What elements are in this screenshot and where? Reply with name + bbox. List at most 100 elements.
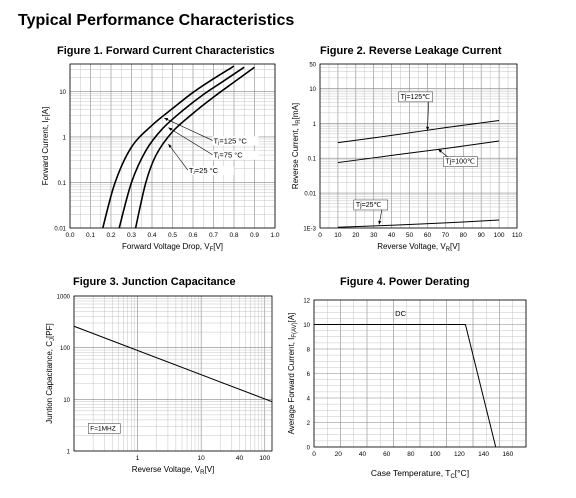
y-tick-label: 10 bbox=[63, 398, 70, 404]
y-tick-label: 1E-3 bbox=[303, 227, 316, 233]
chart-fig1: 0.0 0.1 0.2 0.3 0.4 0.5 0.6 0.7 0.8 0.9 1.0 0.01 0.1… bbox=[54, 63, 280, 239]
series-line-3 bbox=[134, 66, 255, 229]
x-tick-label: 60 bbox=[383, 451, 391, 458]
annotation-leader bbox=[164, 117, 213, 141]
annotation-leader bbox=[427, 101, 429, 131]
annotation-box bbox=[443, 156, 478, 167]
y-tick-label: 100 bbox=[60, 346, 71, 352]
x-tick-label: 20 bbox=[352, 232, 360, 239]
x-axis-label: Reverse Voltage, VR[V] bbox=[377, 242, 460, 253]
annotation-box bbox=[398, 91, 433, 103]
x-tick-label: 0 bbox=[312, 451, 316, 458]
x-tick-label: 0.5 bbox=[168, 232, 177, 239]
x-tick-label: 40 bbox=[236, 455, 244, 462]
x-tick-label: 100 bbox=[430, 451, 441, 458]
x-tick-label: 0.0 bbox=[65, 232, 74, 239]
y-tick-label: 6 bbox=[307, 372, 311, 378]
series-annotation: Tⱼ=125 °C bbox=[214, 136, 248, 145]
annotation-leader bbox=[168, 143, 189, 171]
figure-2-title: Figure 2. Reverse Leakage Current bbox=[320, 45, 502, 57]
x-tick-label: 70 bbox=[442, 232, 450, 239]
annotation-arrowhead bbox=[438, 149, 443, 153]
x-tick-label: 100 bbox=[259, 455, 270, 462]
y-axis-label: Forward Current, IF[A] bbox=[41, 107, 52, 185]
x-tick-label: 0.1 bbox=[86, 232, 95, 239]
x-tick-label: 110 bbox=[512, 232, 523, 239]
annotation-bg bbox=[187, 166, 234, 176]
series-line-1 bbox=[73, 325, 273, 403]
y-tick-label: 4 bbox=[307, 397, 311, 403]
annotation-arrowhead bbox=[168, 127, 173, 131]
x-tick-label: 1 bbox=[136, 455, 140, 462]
annotation-leader bbox=[168, 127, 213, 155]
y-tick-label: 0.1 bbox=[58, 181, 67, 187]
series-annotation: Tⱼ=75 °C bbox=[214, 151, 244, 160]
x-tick-label: 90 bbox=[478, 232, 486, 239]
annotation-arrowhead bbox=[426, 126, 430, 131]
chart-fig3: 1 10 40 100 1 10 100 1000 F=1MHZ bbox=[57, 295, 273, 462]
x-tick-label: 160 bbox=[502, 451, 513, 458]
x-tick-label: 0 bbox=[318, 232, 322, 239]
y-axis-label: Juntion Capacitance, CJ[PF] bbox=[45, 323, 56, 423]
x-tick-label: 80 bbox=[460, 232, 468, 239]
series-line-1 bbox=[314, 324, 497, 448]
y-tick-label: 1000 bbox=[57, 295, 71, 301]
plot-frame bbox=[319, 63, 518, 229]
annotation-arrowhead bbox=[164, 118, 169, 122]
x-tick-label: 10 bbox=[198, 455, 206, 462]
y-tick-label: 1 bbox=[67, 450, 71, 456]
series-line-1 bbox=[337, 120, 500, 144]
y-tick-label: 0.01 bbox=[54, 227, 66, 233]
series-label: DC bbox=[395, 309, 406, 318]
chart-fig2: 0 10 20 30 40 50 60 70 80 90 100 1101E-30.010.11105… bbox=[303, 63, 522, 240]
y-axis-label: Average Forward Current, IF(AV)[A] bbox=[287, 313, 298, 435]
x-tick-label: 0.6 bbox=[188, 232, 197, 239]
x-tick-label: 40 bbox=[359, 451, 367, 458]
series-annotation: Tj=25℃ bbox=[356, 202, 382, 209]
annotation-arrowhead bbox=[378, 220, 382, 225]
y-tick-label: 10 bbox=[309, 87, 316, 93]
x-tick-label: 0.8 bbox=[229, 232, 238, 239]
x-tick-label: 0.9 bbox=[250, 232, 259, 239]
y-axis-label: Reverse Current, IR[mA] bbox=[291, 103, 302, 189]
x-axis-label: Case Temperature, TC[°C] bbox=[371, 468, 469, 480]
y-tick-label: 10 bbox=[303, 323, 310, 329]
y-tick-label: 50 bbox=[309, 63, 316, 69]
y-tick-label: 0.1 bbox=[308, 157, 317, 163]
x-tick-label: 30 bbox=[370, 232, 378, 239]
x-tick-label: 80 bbox=[407, 451, 415, 458]
y-tick-label: 0 bbox=[307, 446, 311, 452]
annotation-bg bbox=[212, 150, 259, 160]
page-title: Typical Performance Characteristics bbox=[18, 12, 295, 29]
x-tick-label: 140 bbox=[478, 451, 489, 458]
y-tick-label: 1 bbox=[63, 135, 67, 141]
series-annotation: Tj=125℃ bbox=[401, 94, 431, 101]
annotation-label: F=1MHZ bbox=[90, 425, 115, 432]
x-axis-label: Reverse Voltage, VR[V] bbox=[132, 465, 215, 476]
series-line-2 bbox=[118, 66, 245, 229]
x-tick-label: 40 bbox=[388, 232, 396, 239]
figure-3-title: Figure 3. Junction Capacitance bbox=[73, 276, 236, 288]
series-line-1 bbox=[102, 65, 235, 229]
y-tick-label: 12 bbox=[303, 299, 310, 305]
x-tick-label: 20 bbox=[335, 451, 343, 458]
x-tick-label: 120 bbox=[454, 451, 465, 458]
series-line-2 bbox=[337, 140, 500, 164]
series-line-3 bbox=[337, 219, 500, 228]
x-tick-label: 0.2 bbox=[106, 232, 115, 239]
x-tick-label: 10 bbox=[334, 232, 342, 239]
annotation-box bbox=[88, 423, 121, 434]
y-tick-label: 10 bbox=[59, 90, 66, 96]
plot-frame bbox=[69, 63, 276, 229]
figure-1-title: Figure 1. Forward Current Characteristic… bbox=[57, 45, 275, 57]
x-tick-label: 0.4 bbox=[147, 232, 156, 239]
y-tick-label: 8 bbox=[307, 348, 311, 354]
x-tick-label: 50 bbox=[406, 232, 414, 239]
x-tick-label: 100 bbox=[494, 232, 505, 239]
x-tick-label: 0.7 bbox=[209, 232, 218, 239]
x-tick-label: 1.0 bbox=[270, 232, 279, 239]
x-axis-label: Forward Voltage Drop, VF[V] bbox=[122, 242, 223, 253]
figure-4-title: Figure 4. Power Derating bbox=[340, 276, 470, 288]
y-tick-label: 0.01 bbox=[304, 192, 316, 198]
